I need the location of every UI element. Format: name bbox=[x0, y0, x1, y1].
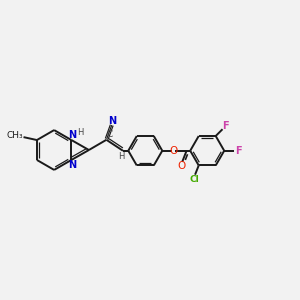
Text: F: F bbox=[235, 146, 242, 156]
Text: N: N bbox=[68, 160, 77, 170]
Text: N: N bbox=[68, 130, 77, 140]
Text: O: O bbox=[177, 161, 185, 171]
Text: C: C bbox=[106, 130, 112, 140]
Text: F: F bbox=[223, 121, 229, 131]
Text: N: N bbox=[109, 116, 117, 126]
Text: O: O bbox=[169, 146, 178, 156]
Text: Cl: Cl bbox=[190, 175, 199, 184]
Text: CH₃: CH₃ bbox=[6, 131, 23, 140]
Text: H: H bbox=[118, 152, 124, 160]
Text: H: H bbox=[77, 128, 83, 137]
